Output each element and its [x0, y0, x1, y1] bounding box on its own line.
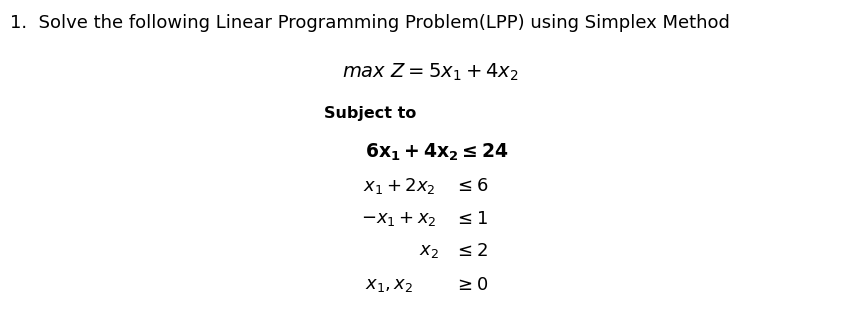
Text: $\mathbf{6x_1 + 4x_2 \leq 24}$: $\mathbf{6x_1 + 4x_2 \leq 24}$	[366, 141, 508, 162]
Text: $\leq 6$: $\leq 6$	[454, 177, 488, 195]
Text: 1.  Solve the following Linear Programming Problem(LPP) using Simplex Method: 1. Solve the following Linear Programmin…	[10, 14, 730, 32]
Text: $\leq 1$: $\leq 1$	[454, 210, 488, 228]
Text: Subject to: Subject to	[323, 106, 416, 121]
Text: $x_1, x_2$: $x_1, x_2$	[365, 276, 413, 294]
Text: $-x_1 + x_2$: $-x_1 + x_2$	[361, 210, 437, 228]
Text: $\leq 2$: $\leq 2$	[454, 242, 488, 260]
Text: $x_1 + 2x_2$: $x_1 + 2x_2$	[363, 176, 435, 196]
Text: $x_2$: $x_2$	[419, 242, 439, 260]
Text: $\geq 0$: $\geq 0$	[454, 276, 488, 294]
Text: $\mathbf{\mathit{max\ Z}} = 5x_1 + 4x_2$: $\mathbf{\mathit{max\ Z}} = 5x_1 + 4x_2$	[341, 62, 519, 83]
